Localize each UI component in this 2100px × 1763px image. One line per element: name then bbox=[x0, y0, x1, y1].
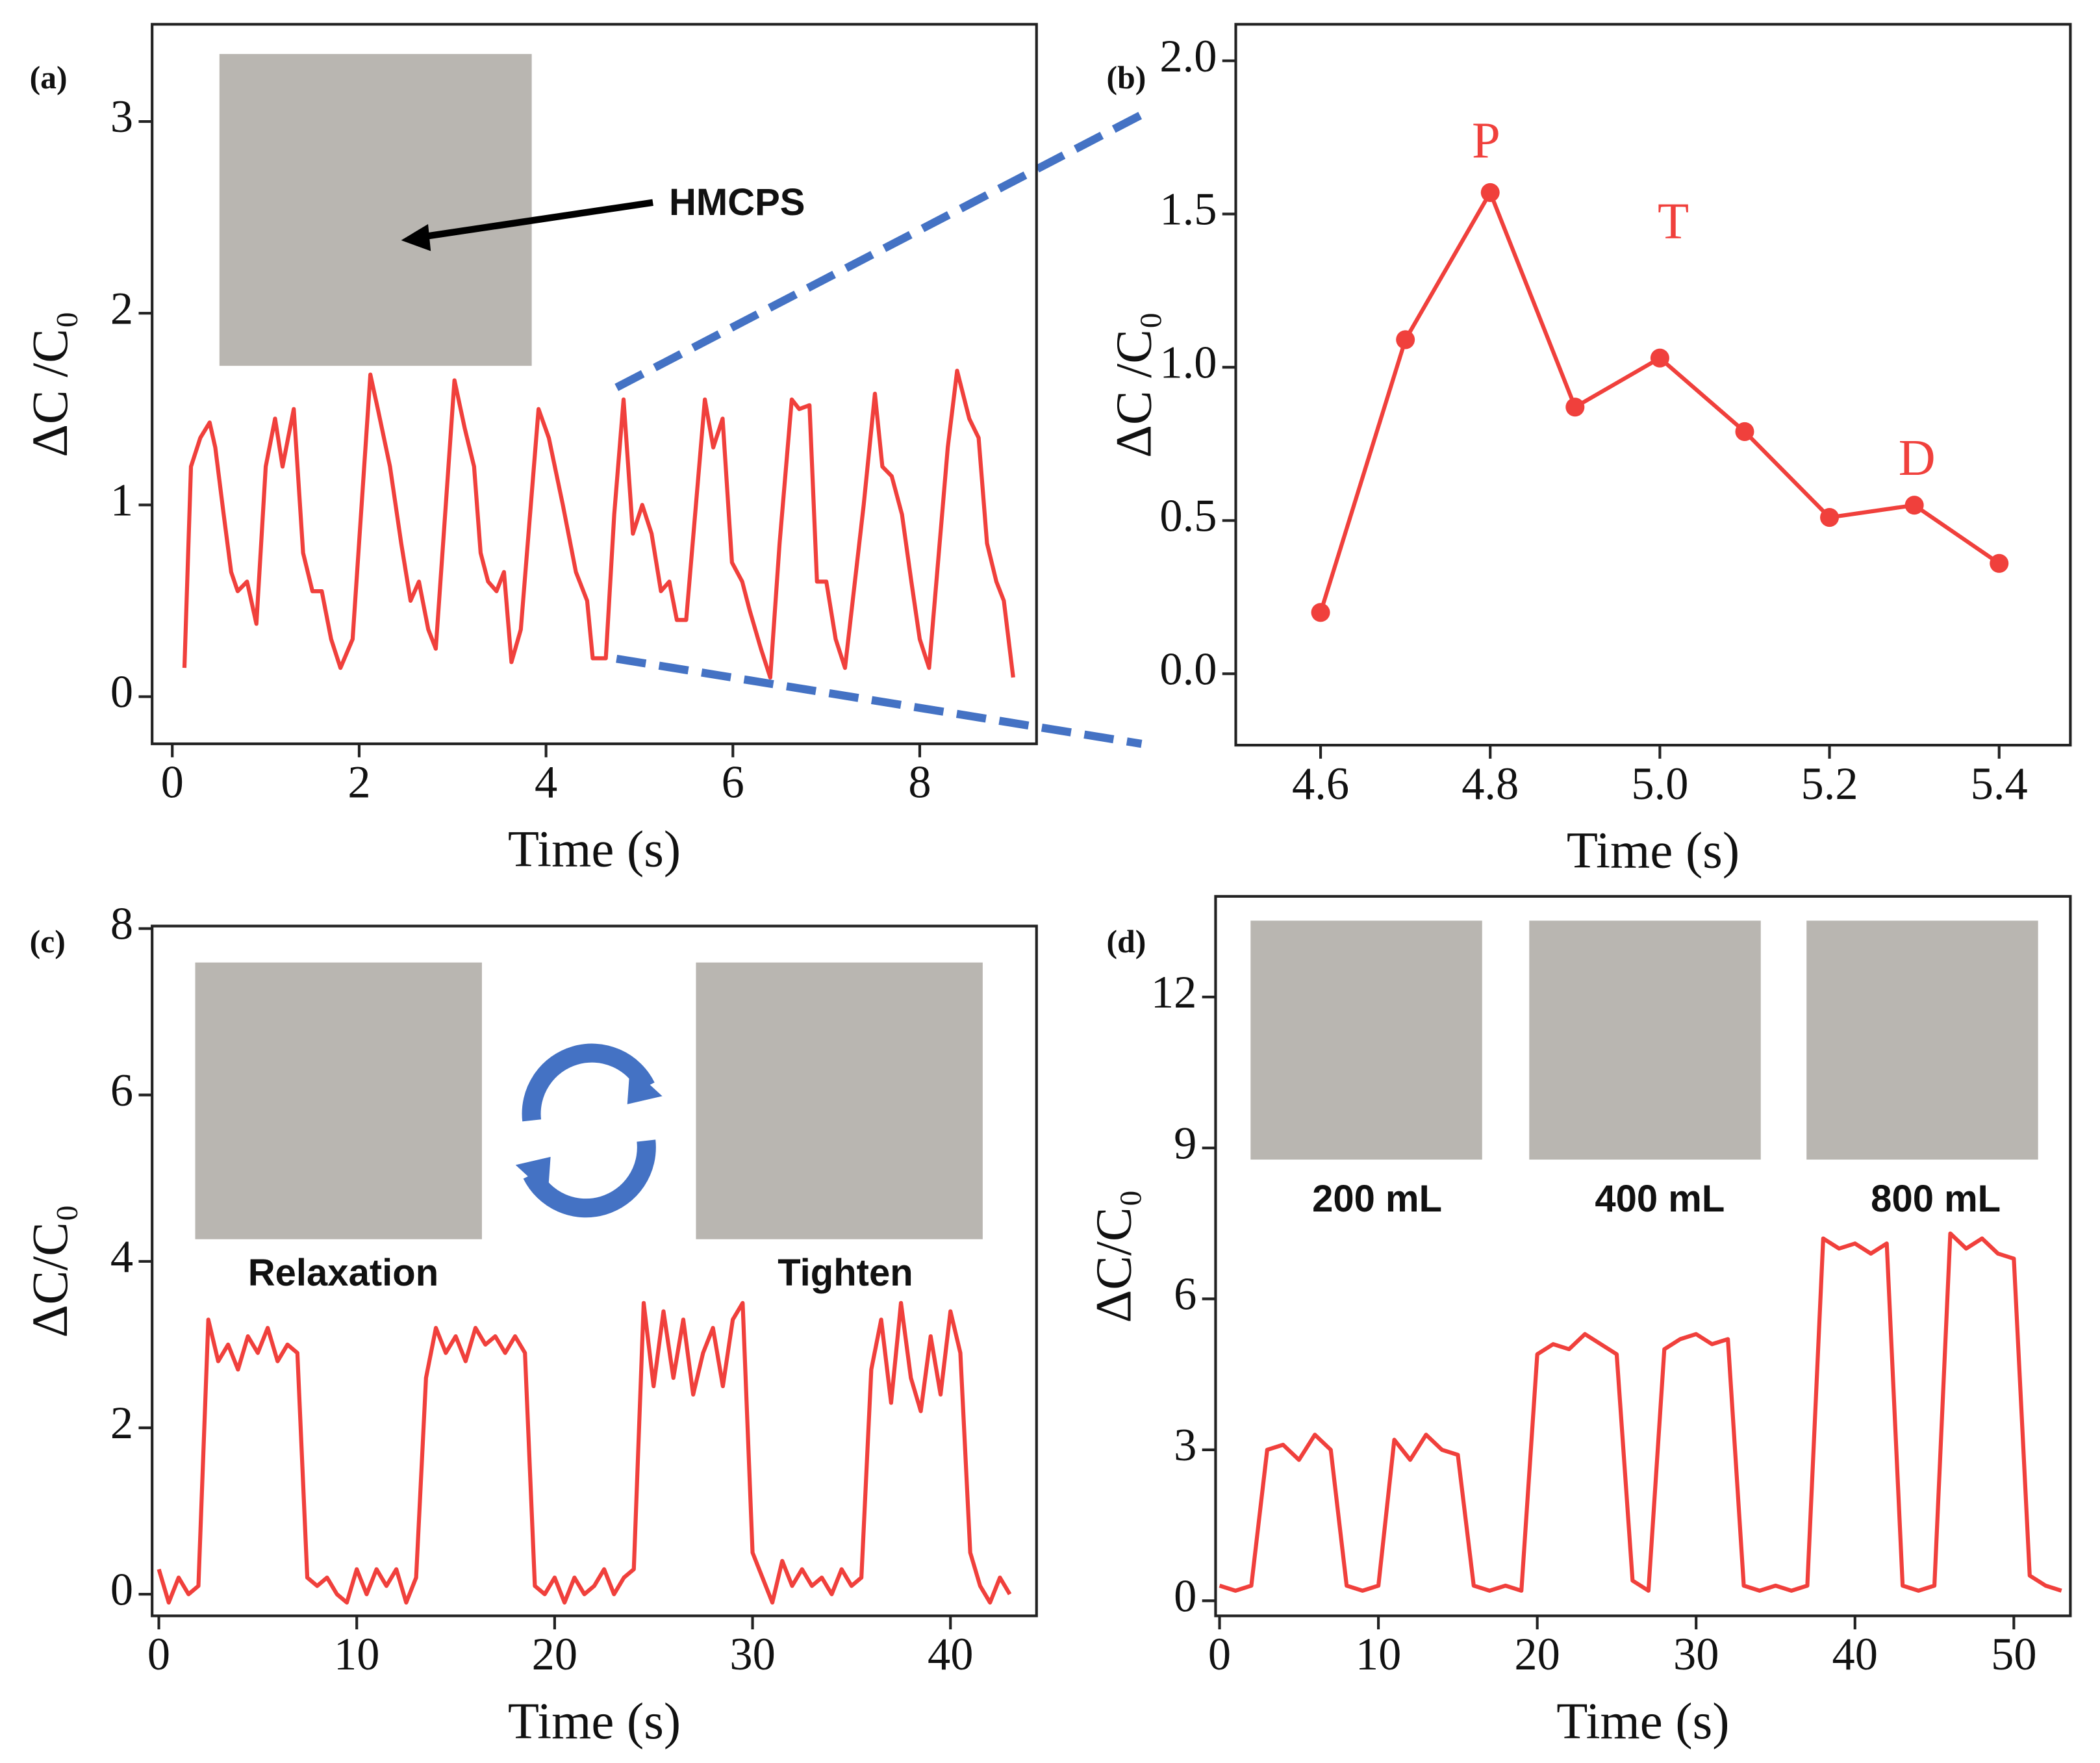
x-tick-label: 0 bbox=[161, 757, 184, 808]
data-point bbox=[1735, 422, 1754, 441]
x-tick-label: 8 bbox=[908, 757, 931, 808]
beaker-photo bbox=[1250, 920, 1482, 1160]
y-tick-label: 8 bbox=[110, 899, 133, 950]
y-axis-label: ΔC/C₀ bbox=[22, 1204, 79, 1338]
arrow-head bbox=[401, 223, 431, 251]
data-point bbox=[1311, 603, 1330, 622]
annotation: 200 mL bbox=[1312, 1178, 1442, 1220]
panel-label: (c) bbox=[30, 924, 66, 959]
y-tick-label: 2 bbox=[110, 1398, 133, 1449]
data-point bbox=[1904, 496, 1924, 515]
x-tick-label: 4.8 bbox=[1461, 759, 1519, 809]
insets bbox=[195, 54, 2038, 1239]
annotation: HMCPS bbox=[669, 181, 805, 223]
x-tick-label: 10 bbox=[1356, 1629, 1401, 1680]
y-tick-label: 3 bbox=[110, 92, 133, 142]
y-tick-label: 9 bbox=[1174, 1118, 1196, 1169]
x-axis-label: Time (s) bbox=[1567, 823, 1739, 880]
x-tick-label: 4.6 bbox=[1292, 759, 1349, 809]
x-axis-label: Time (s) bbox=[1556, 1693, 1729, 1750]
arrow bbox=[416, 199, 653, 241]
y-tick-label: 6 bbox=[1174, 1269, 1196, 1320]
x-tick-label: 6 bbox=[722, 757, 744, 808]
y-tick-label: 1.0 bbox=[1159, 337, 1217, 388]
data-point bbox=[1650, 348, 1669, 368]
x-tick-label: 30 bbox=[1673, 1629, 1719, 1680]
plot-frame bbox=[151, 924, 1038, 1617]
arrow-head bbox=[515, 1156, 551, 1195]
tighten-photo bbox=[696, 962, 983, 1239]
annotation: 800 mL bbox=[1871, 1178, 2001, 1220]
x-tick-label: 0 bbox=[1208, 1629, 1231, 1680]
y-tick-label: 0.5 bbox=[1159, 490, 1217, 541]
x-tick-label: 20 bbox=[532, 1629, 577, 1680]
data-line bbox=[1219, 1231, 2062, 1593]
y-tick-label: 2.0 bbox=[1159, 31, 1217, 82]
y-axis-label: ΔC /C₀ bbox=[22, 311, 79, 457]
data-point bbox=[1820, 508, 1840, 527]
x-tick-label: 5.0 bbox=[1631, 759, 1688, 809]
x-tick-label: 5.4 bbox=[1971, 759, 2028, 809]
arrow-head bbox=[627, 1066, 663, 1104]
y-tick-label: 12 bbox=[1151, 967, 1196, 1018]
x-tick-label: 40 bbox=[1832, 1629, 1878, 1680]
annotation: 400 mL bbox=[1595, 1178, 1725, 1220]
x-tick-label: 4 bbox=[535, 757, 557, 808]
y-axis-label: ΔC/C₀ bbox=[1085, 1189, 1142, 1323]
y-tick-label: 4 bbox=[110, 1232, 133, 1282]
x-tick-label: 20 bbox=[1514, 1629, 1560, 1680]
x-tick-label: 2 bbox=[348, 757, 370, 808]
annotation: D bbox=[1899, 430, 1936, 487]
annotation: P bbox=[1472, 112, 1500, 169]
y-tick-label: 0 bbox=[110, 667, 133, 718]
data-point bbox=[1990, 553, 2009, 573]
data-line bbox=[1319, 190, 2001, 613]
relax-photo bbox=[195, 962, 482, 1239]
y-tick-label: 3 bbox=[1174, 1420, 1196, 1471]
plot-frame bbox=[151, 23, 1038, 746]
panel-label: (a) bbox=[30, 60, 68, 95]
data-line bbox=[182, 368, 1015, 680]
y-tick-label: 6 bbox=[110, 1065, 133, 1116]
y-tick-label: 0 bbox=[1174, 1571, 1196, 1621]
x-tick-label: 40 bbox=[928, 1629, 973, 1680]
x-axis-label: Time (s) bbox=[508, 821, 681, 878]
annotation: Relaxation bbox=[248, 1252, 438, 1294]
annotation: T bbox=[1658, 194, 1689, 250]
annotation: Tighten bbox=[778, 1252, 913, 1294]
y-tick-label: 0.0 bbox=[1159, 644, 1217, 694]
x-tick-label: 10 bbox=[334, 1629, 379, 1680]
zoom-line bbox=[616, 654, 1143, 748]
x-tick-label: 5.2 bbox=[1801, 759, 1858, 809]
y-axis-label: ΔC /C₀ bbox=[1106, 312, 1162, 458]
panel-label: (b) bbox=[1107, 60, 1146, 95]
plot-frame bbox=[1214, 894, 2072, 1617]
wrist-photo bbox=[219, 54, 532, 366]
data-point bbox=[1480, 183, 1500, 202]
x-tick-label: 30 bbox=[729, 1629, 775, 1680]
beaker-photo bbox=[1529, 920, 1761, 1160]
x-axis-label: Time (s) bbox=[508, 1693, 681, 1750]
x-tick-label: 0 bbox=[147, 1629, 170, 1680]
panel-label: (d) bbox=[1107, 924, 1146, 959]
y-tick-label: 1.5 bbox=[1159, 184, 1217, 235]
plot-frame bbox=[1234, 23, 2072, 747]
zoom-line bbox=[614, 111, 1144, 391]
y-tick-label: 2 bbox=[110, 283, 133, 334]
data-point bbox=[1565, 398, 1585, 417]
data-point bbox=[1396, 330, 1415, 349]
y-tick-label: 0 bbox=[110, 1564, 133, 1615]
x-tick-label: 50 bbox=[1991, 1629, 2036, 1680]
data-line bbox=[157, 1300, 1012, 1605]
beaker-photo bbox=[1806, 920, 2038, 1160]
y-tick-label: 1 bbox=[110, 475, 133, 526]
